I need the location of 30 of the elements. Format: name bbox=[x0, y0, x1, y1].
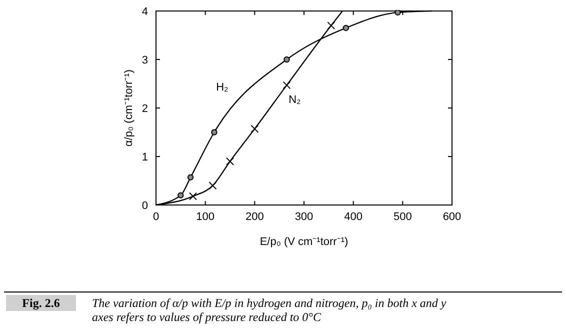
y-tick-label: 3 bbox=[142, 54, 148, 66]
y-tick-label: 1 bbox=[142, 152, 148, 164]
series-label: H₂ bbox=[216, 81, 228, 94]
x-tick-label: 400 bbox=[344, 211, 363, 223]
x-tick-label: 500 bbox=[393, 211, 412, 223]
point bbox=[250, 124, 259, 133]
point bbox=[226, 157, 234, 166]
point bbox=[208, 182, 217, 190]
y-tick-label: 4 bbox=[142, 6, 148, 18]
y-tick-label: 2 bbox=[142, 103, 148, 115]
point bbox=[211, 129, 218, 136]
series-label: N₂ bbox=[288, 94, 301, 106]
x-tick-label: 300 bbox=[294, 211, 314, 223]
x-tick-label: 100 bbox=[196, 211, 215, 223]
point bbox=[187, 174, 194, 180]
point bbox=[394, 10, 401, 16]
x-tick-label: 200 bbox=[245, 211, 264, 223]
point bbox=[342, 24, 350, 32]
point bbox=[178, 192, 184, 198]
x-tick-label: 0 bbox=[152, 211, 160, 223]
point bbox=[284, 56, 290, 63]
y-tick-label: 0 bbox=[142, 200, 148, 212]
caption: Fig. 2.6 bbox=[22, 296, 60, 310]
x-axis-title: E/p₀ (V cm⁻¹torr⁻¹) bbox=[260, 236, 348, 248]
point bbox=[282, 81, 291, 90]
y-axis-title: α/p₀ (cm⁻¹torr⁻¹) bbox=[123, 70, 135, 146]
point bbox=[189, 192, 197, 200]
point bbox=[327, 22, 336, 30]
x-tick-label: 600 bbox=[442, 211, 462, 223]
text: The variation of α/p with E/p in hydrogen and nitrogen, p₀ in both x and y axes refers to values of pressure reduced to 0°C bbox=[92, 296, 447, 324]
